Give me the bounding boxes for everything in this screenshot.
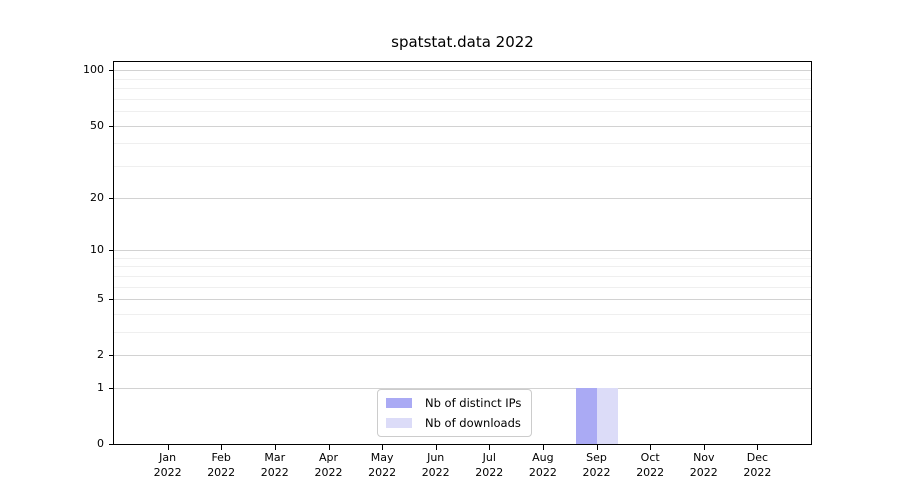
y-tick-mark xyxy=(109,444,114,445)
x-tick-mark xyxy=(703,445,705,450)
gridline-minor xyxy=(114,313,811,315)
gridline-major xyxy=(114,298,811,300)
gridline-minor xyxy=(114,143,811,145)
legend-label-downloads: Nb of downloads xyxy=(425,416,521,430)
x-tick-month: Mar xyxy=(264,451,286,464)
legend-swatch-distinct-ips-icon xyxy=(386,398,412,408)
legend: Nb of distinct IPs Nb of downloads xyxy=(377,389,533,437)
x-tick-year: 2022 xyxy=(314,466,343,479)
x-tick-year: 2022 xyxy=(582,466,611,479)
x-tick-month: Feb xyxy=(211,451,231,464)
x-tick-label: Jan 2022 xyxy=(138,450,198,480)
y-tick-label: 20 xyxy=(90,190,104,204)
y-tick-mark xyxy=(109,387,114,389)
gridline-minor xyxy=(114,257,811,259)
gridline-major xyxy=(114,70,811,72)
chart-title: spatstat.data 2022 xyxy=(391,33,534,51)
gridline-minor xyxy=(114,275,811,277)
legend-item-distinct-ips: Nb of distinct IPs xyxy=(386,396,521,410)
x-tick-month: Sep xyxy=(586,451,607,464)
x-tick-label: Jun 2022 xyxy=(406,450,466,480)
x-tick-mark xyxy=(167,445,169,450)
gridline-major xyxy=(114,387,811,389)
gridline-major xyxy=(114,125,811,127)
gridline-minor xyxy=(114,88,811,90)
x-tick-month: Oct xyxy=(640,451,660,464)
x-tick-year: 2022 xyxy=(528,466,557,479)
x-tick-label: Oct 2022 xyxy=(620,450,680,480)
x-tick-label: Mar 2022 xyxy=(245,450,305,480)
gridline-minor xyxy=(114,266,811,268)
legend-swatch-downloads-icon xyxy=(386,418,412,428)
legend-label-distinct-ips: Nb of distinct IPs xyxy=(425,396,522,410)
x-tick-label: Apr 2022 xyxy=(299,450,359,480)
gridline-minor xyxy=(114,98,811,100)
y-tick-mark xyxy=(109,298,114,300)
x-tick-year: 2022 xyxy=(153,466,182,479)
x-tick-year: 2022 xyxy=(689,466,718,479)
y-tick-label: 5 xyxy=(97,291,104,305)
x-tick-label: Sep 2022 xyxy=(567,450,627,480)
y-tick-mark xyxy=(109,249,114,251)
y-tick-label: 10 xyxy=(90,242,104,256)
x-tick-month: May xyxy=(370,451,394,464)
y-tick-label: 1 xyxy=(97,380,104,394)
gridline-minor xyxy=(114,111,811,113)
x-tick-month: Dec xyxy=(746,451,769,464)
x-tick-mark xyxy=(596,445,598,450)
x-tick-month: Jan xyxy=(159,451,177,464)
gridline-minor xyxy=(114,166,811,167)
x-tick-mark xyxy=(382,445,384,450)
gridline-major xyxy=(114,249,811,251)
x-tick-month: Jul xyxy=(482,451,496,464)
y-tick-mark xyxy=(109,355,114,357)
gridline-minor xyxy=(114,78,811,80)
x-tick-mark xyxy=(542,445,544,450)
y-tick-label: 2 xyxy=(97,348,104,362)
bar-downloads xyxy=(596,387,618,444)
bar-distinct-ips xyxy=(575,387,597,444)
x-tick-mark xyxy=(274,445,276,450)
x-tick-label: May 2022 xyxy=(352,450,412,480)
x-tick-month: Apr xyxy=(318,451,339,464)
x-tick-year: 2022 xyxy=(636,466,665,479)
x-tick-mark xyxy=(489,445,491,450)
x-tick-mark xyxy=(435,445,437,450)
x-tick-year: 2022 xyxy=(743,466,772,479)
x-tick-mark xyxy=(328,445,330,450)
x-tick-year: 2022 xyxy=(260,466,289,479)
gridline-major xyxy=(114,355,811,357)
y-tick-label: 50 xyxy=(90,118,104,132)
x-tick-month: Nov xyxy=(693,451,715,464)
x-tick-label: Feb 2022 xyxy=(191,450,251,480)
y-tick-mark xyxy=(109,70,114,72)
gridline-minor xyxy=(114,286,811,288)
x-tick-month: Jun xyxy=(427,451,445,464)
x-tick-year: 2022 xyxy=(475,466,504,479)
x-tick-year: 2022 xyxy=(421,466,450,479)
y-tick-label: 0 xyxy=(97,437,104,450)
x-tick-mark xyxy=(757,445,759,450)
x-tick-label: Jul 2022 xyxy=(459,450,519,480)
plot-area: Nb of distinct IPs Nb of downloads xyxy=(113,61,812,445)
x-tick-label: Dec 2022 xyxy=(727,450,787,480)
x-tick-mark xyxy=(221,445,223,450)
y-tick-label: 100 xyxy=(83,63,104,77)
x-tick-mark xyxy=(650,445,652,450)
y-tick-mark xyxy=(109,197,114,199)
gridline-major xyxy=(114,197,811,199)
x-tick-label: Nov 2022 xyxy=(674,450,734,480)
x-tick-month: Aug xyxy=(532,451,554,464)
gridline-minor xyxy=(114,331,811,333)
x-tick-year: 2022 xyxy=(368,466,397,479)
x-tick-year: 2022 xyxy=(207,466,236,479)
x-tick-label: Aug 2022 xyxy=(513,450,573,480)
legend-item-downloads: Nb of downloads xyxy=(386,416,521,430)
y-tick-mark xyxy=(109,125,114,127)
